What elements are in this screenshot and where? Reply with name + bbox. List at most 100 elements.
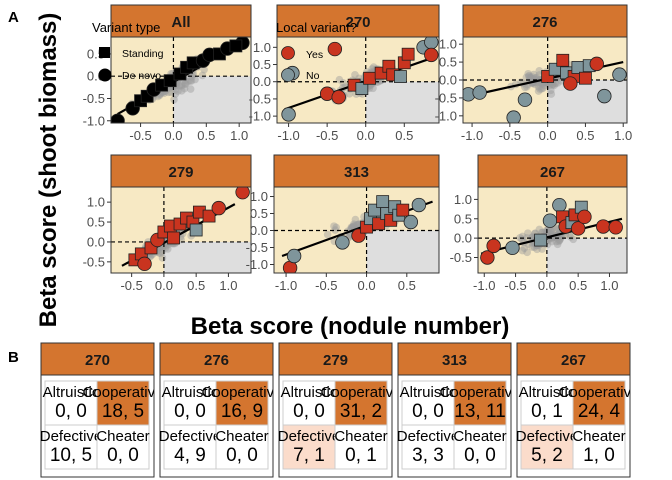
background-point [547, 237, 556, 246]
legend-variant-type: Variant type Standing De novo [92, 20, 164, 82]
x-tick-label: 0.0 [539, 128, 557, 143]
data-point-square [401, 47, 415, 61]
background-point [349, 220, 358, 228]
legend-key-circle [98, 68, 112, 82]
cell-label: Altruistic [519, 384, 576, 401]
data-point-square [394, 70, 407, 83]
background-point [332, 223, 340, 232]
x-tick-label: 0.0 [357, 128, 375, 143]
facet-border [276, 36, 440, 124]
legend-label: De novo [122, 70, 161, 82]
facet-267: 267-0.50.00.51.0-1.0 -0.5 0.0 0.5 1.0 [450, 154, 628, 293]
cell-value: 0, 0 [174, 401, 206, 422]
y-tick-label: 0.5 [250, 206, 268, 221]
data-point-circle [211, 200, 226, 216]
cell-value: 13, 11 [454, 401, 505, 422]
data-point-square [163, 74, 177, 88]
legend-key-square [99, 47, 110, 58]
cell-value: 1, 0 [583, 445, 615, 466]
data-point-square [534, 233, 548, 247]
background-point [330, 222, 338, 230]
facet-strip-title: 270 [345, 14, 370, 31]
y-tick-label: 1.0 [250, 189, 268, 204]
data-point-circle [506, 110, 521, 123]
x-tick-label: 1.0 [230, 128, 248, 143]
negative-quadrant [365, 81, 439, 123]
cell-background [96, 424, 150, 470]
background-point [187, 77, 196, 85]
background-point [198, 71, 207, 80]
cell-value: 4, 9 [174, 445, 206, 466]
cell-value: 31, 2 [340, 401, 382, 422]
cell-value: 0, 0 [293, 401, 325, 422]
facet-strip-title: All [171, 14, 190, 31]
facet-strip [276, 4, 440, 38]
background-point [177, 82, 186, 90]
data-point-circle [505, 240, 520, 256]
facet-270: 270 -1.0 -0.5 0.0 0.5 1.0 -1.0 -0.5 0.0 0.5 [249, 4, 440, 143]
data-point-circle [137, 256, 152, 272]
y-tick-label: 0.0 [439, 73, 457, 88]
cell-value: 0, 1 [531, 401, 563, 422]
x-tick-label: -1.0 [275, 278, 297, 293]
background-point [552, 237, 561, 246]
legend-label: No [306, 70, 320, 82]
data-point-circle [563, 76, 578, 91]
table-strip [159, 342, 274, 376]
facet-strip [110, 4, 252, 38]
background-point [518, 246, 527, 255]
data-point-circle [597, 88, 612, 104]
data-point-square [167, 231, 180, 245]
x-tick-label: 1.0 [600, 278, 618, 293]
x-tick-label: -0.5 [315, 278, 337, 293]
cell-background [401, 380, 455, 426]
legends: Variant type Standing De novo Local variant… [92, 20, 357, 82]
table-strip [278, 342, 393, 376]
data-point-circle [111, 113, 125, 123]
table-title: 276 [204, 352, 229, 369]
data-point-circle [596, 219, 611, 234]
x-tick-label: -1.0 [461, 128, 483, 143]
negative-quadrant [547, 80, 627, 123]
x-tick-label: -1.0 [473, 278, 495, 293]
facet-strip-title: 276 [532, 14, 557, 31]
facet-border [477, 186, 628, 274]
y-tick-label: -0.5 [450, 250, 472, 265]
cell-label: Altruistic [400, 384, 457, 401]
x-tick-label: -0.5 [499, 128, 521, 143]
background-point [540, 81, 549, 90]
background-point [522, 73, 531, 82]
y-tick-label: 1.0 [454, 192, 472, 207]
background-point [543, 226, 552, 235]
facet-plot-area [463, 37, 627, 123]
y-tick-label: -1.0 [435, 108, 457, 123]
data-point-circle [286, 248, 302, 264]
cell-label: Defective [159, 428, 222, 445]
data-point-square [376, 195, 390, 209]
cell-value: 5, 2 [531, 445, 563, 466]
background-point [170, 95, 178, 104]
facet-strip [273, 154, 440, 188]
data-point-square [363, 71, 376, 85]
data-point-square [202, 209, 216, 223]
cell-value: 18, 5 [102, 401, 144, 422]
background-point [535, 225, 544, 234]
cell-label: Cooperative [83, 384, 164, 401]
cell-background [215, 380, 269, 426]
y-tick-label: -1.0 [249, 109, 271, 124]
background-point [528, 73, 536, 81]
negative-quadrant [546, 238, 627, 273]
facet-plot-area [478, 187, 627, 273]
negative-quadrant [366, 230, 439, 273]
